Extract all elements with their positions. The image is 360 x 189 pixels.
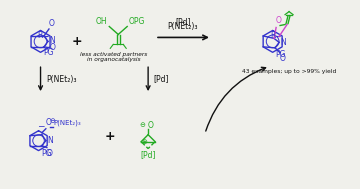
Text: N: N bbox=[47, 136, 53, 145]
Text: N: N bbox=[280, 38, 286, 47]
Text: −: − bbox=[37, 121, 45, 130]
Text: N: N bbox=[49, 36, 55, 45]
Text: +: + bbox=[72, 35, 83, 48]
Text: 43 examples; up to >99% yield: 43 examples; up to >99% yield bbox=[242, 69, 337, 74]
Text: P(NEt₂)₃: P(NEt₂)₃ bbox=[46, 75, 77, 84]
Text: PG: PG bbox=[44, 48, 54, 57]
Text: O: O bbox=[47, 149, 53, 158]
Text: R: R bbox=[270, 31, 275, 40]
Text: [Pd]: [Pd] bbox=[175, 18, 191, 26]
Text: OH: OH bbox=[96, 16, 107, 26]
Text: P(NEt₂)₃: P(NEt₂)₃ bbox=[54, 119, 81, 126]
Text: R: R bbox=[38, 31, 43, 40]
Text: PG: PG bbox=[275, 50, 285, 59]
Text: ⊕: ⊕ bbox=[141, 139, 147, 145]
Text: ⊖: ⊖ bbox=[139, 122, 145, 128]
Text: [Pd]: [Pd] bbox=[140, 151, 156, 160]
Text: [Pd]: [Pd] bbox=[153, 75, 168, 84]
Text: O: O bbox=[46, 118, 52, 127]
Text: OPG: OPG bbox=[128, 16, 145, 26]
Text: P(NEt₂)₃: P(NEt₂)₃ bbox=[168, 22, 198, 31]
Text: O: O bbox=[147, 121, 153, 130]
Text: O: O bbox=[49, 19, 55, 28]
Text: O: O bbox=[280, 54, 286, 63]
Text: ⊖: ⊖ bbox=[50, 118, 56, 124]
Text: less activated partners: less activated partners bbox=[80, 52, 147, 57]
Text: O: O bbox=[275, 15, 281, 25]
Text: in organocatalysis: in organocatalysis bbox=[86, 57, 140, 62]
Text: +: + bbox=[105, 130, 116, 143]
Text: O: O bbox=[50, 43, 56, 52]
Text: PG: PG bbox=[42, 149, 52, 158]
